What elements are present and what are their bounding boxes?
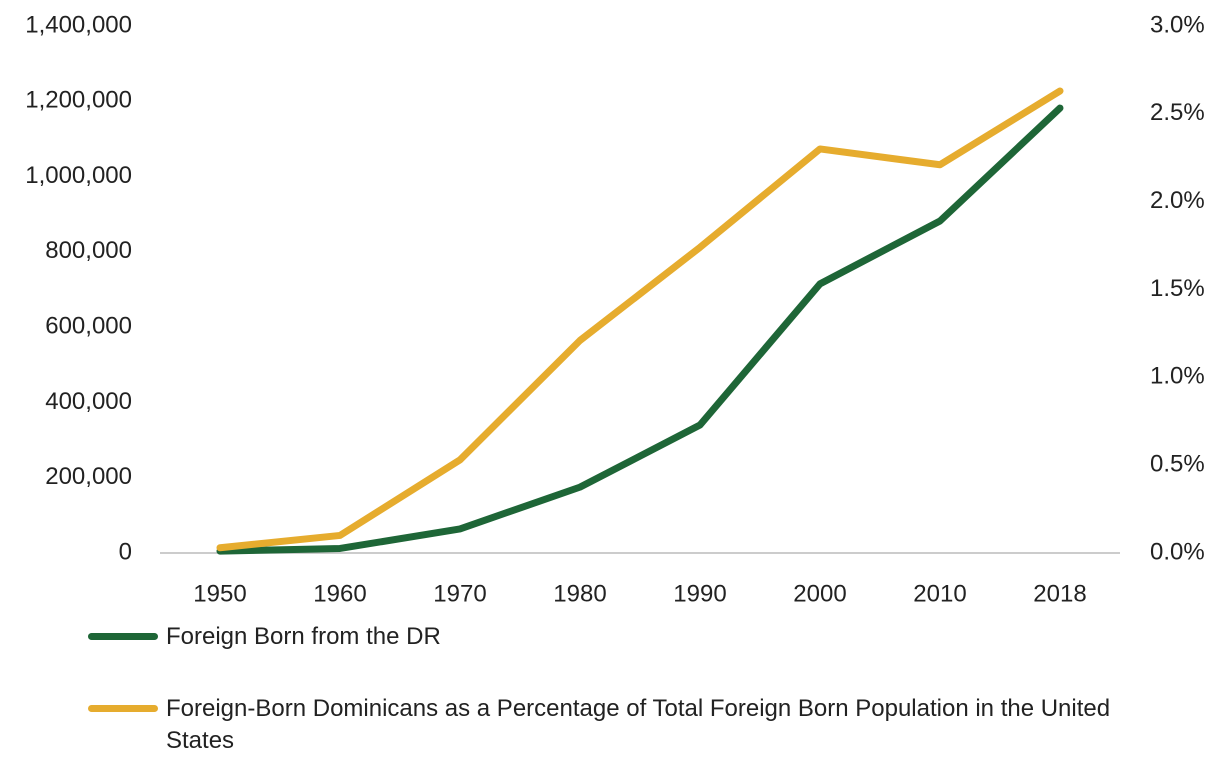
legend-label: Foreign-Born Dominicans as a Percentage … (166, 695, 1111, 754)
y-tick-label: 600,000 (45, 312, 132, 339)
series-line (216, 87, 1064, 552)
y2-tick-label: 1.5% (1150, 275, 1205, 302)
x-tick-label: 1990 (673, 580, 726, 607)
x-tick-label: 1980 (553, 580, 606, 607)
y-tick-label: 400,000 (45, 388, 132, 415)
y2-tick-label: 0.0% (1150, 538, 1205, 565)
legend-swatch (88, 633, 158, 640)
x-tick-label: 1960 (313, 580, 366, 607)
y-tick-label: 800,000 (45, 237, 132, 264)
y2-tick-label: 2.0% (1150, 187, 1205, 214)
y-tick-label: 200,000 (45, 463, 132, 490)
legend-label: Foreign Born from the DR (166, 623, 441, 650)
x-tick-label: 2010 (913, 580, 966, 607)
x-tick-label: 1970 (433, 580, 486, 607)
legend-item: Foreign Born from the DR (88, 621, 1146, 653)
legend-item: Foreign-Born Dominicans as a Percentage … (88, 693, 1146, 757)
x-tick-label: 2018 (1033, 580, 1086, 607)
y-tick-label: 1,000,000 (25, 162, 132, 189)
y2-tick-label: 0.5% (1150, 451, 1205, 478)
y2-tick-label: 2.5% (1150, 99, 1205, 126)
y-tick-label: 0 (119, 538, 132, 565)
x-tick-label: 2000 (793, 580, 846, 607)
y-tick-label: 1,400,000 (25, 11, 132, 38)
y-tick-label: 1,200,000 (25, 87, 132, 114)
chart: 0 200,000 400,000 600,000 800,000 1,000,000 1,… (25, 11, 1205, 607)
legend-swatch (88, 705, 158, 712)
series-line (216, 104, 1064, 555)
y2-tick-label: 1.0% (1150, 363, 1205, 390)
x-tick-label: 1950 (193, 580, 246, 607)
y2-tick-label: 3.0% (1150, 11, 1205, 38)
